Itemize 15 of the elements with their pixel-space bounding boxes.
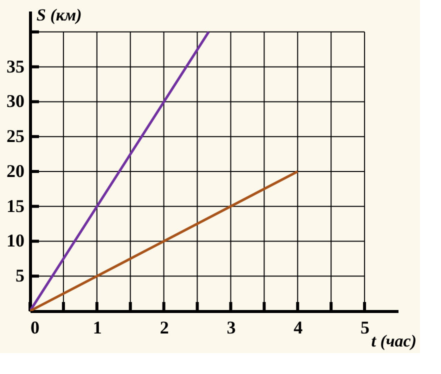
x-tick-label: 4 xyxy=(294,318,303,338)
y-tick-label: 35 xyxy=(6,56,24,76)
y-axis-title: S (км) xyxy=(36,6,82,24)
y-tick-label: 10 xyxy=(6,230,24,251)
y-tick-label: 5 xyxy=(16,266,24,286)
y-tick-label: 25 xyxy=(6,126,24,146)
y-tick-label: 30 xyxy=(6,91,24,112)
x-tick-label: 0 xyxy=(30,318,40,338)
y-tick-label: 20 xyxy=(6,160,24,181)
x-tick-label: 3 xyxy=(226,318,236,338)
x-tick-label: 2 xyxy=(160,318,169,338)
y-tick-label: 15 xyxy=(6,196,24,216)
x-tick-label: 1 xyxy=(92,318,102,338)
x-axis-title: t (час) xyxy=(371,332,416,350)
x-tick-label: 5 xyxy=(360,318,370,338)
